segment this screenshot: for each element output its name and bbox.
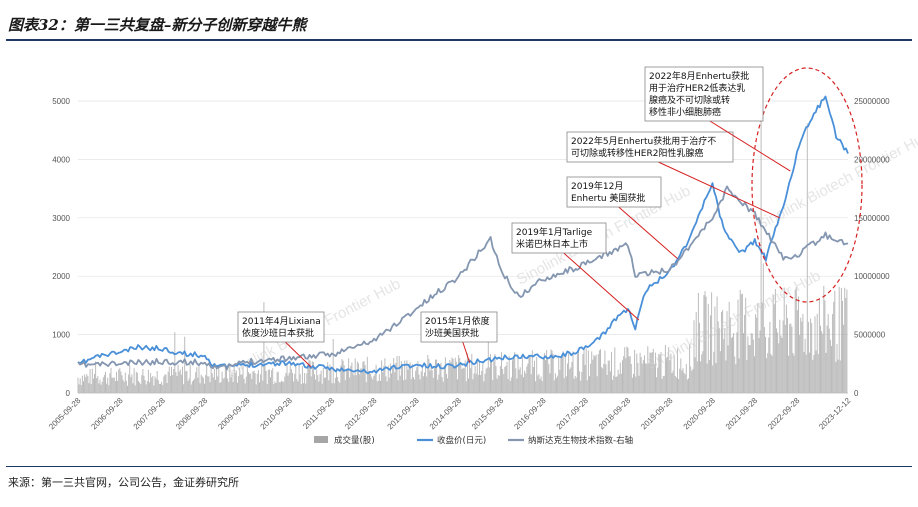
x-tick-label: 2017-09-28 <box>555 396 591 432</box>
left-tick-label: 4000 <box>52 155 70 164</box>
annotation-text: 2022年5月Enhertu获批用于治疗不 <box>571 135 716 147</box>
annotation-leader <box>462 341 471 363</box>
source-note: 来源：第一三共官网，公司公告，金证券研究所 <box>8 476 239 489</box>
x-tick-label: 2007-09-28 <box>132 396 168 432</box>
left-tick-label: 3000 <box>52 214 70 223</box>
annotation-text: 2019年12月 <box>571 180 623 192</box>
annotation-text: 用于治疗HER2低表达乳 <box>649 82 745 94</box>
left-tick-label: 1000 <box>52 331 70 340</box>
right-tick-label: 0 <box>854 389 859 398</box>
x-tick-label: 2008-09-28 <box>174 396 210 432</box>
x-tick-label: 2020-09-28 <box>682 396 718 432</box>
nasdaq-biotech-line <box>77 185 849 371</box>
right-tick-label: 25000000 <box>854 97 890 106</box>
annotation-box <box>237 311 325 343</box>
annotation-box <box>566 131 734 163</box>
annotation-leader <box>709 120 791 172</box>
annotation-text: 依度沙班日本获批 <box>242 327 314 339</box>
left-tick-label: 5000 <box>52 97 70 106</box>
annotation-text: 2011年4月Lixiana <box>242 315 321 327</box>
x-tick-label: 2011-09-28 <box>301 396 336 431</box>
annotation-box <box>420 311 498 343</box>
highlight-ellipse <box>751 67 863 303</box>
annotation-leader <box>618 206 678 260</box>
annotation-text: Enhertu 美国获批 <box>571 192 645 204</box>
left-tick-label: 2000 <box>52 272 70 281</box>
x-tick-label: 2021-09-28 <box>724 396 760 432</box>
annotation-box <box>644 66 764 122</box>
annotation-leader <box>284 341 312 368</box>
x-tick-label: 2014-09-28 <box>428 396 464 432</box>
chart-legend: 成交量(股) 收盘价(日元) 纳斯达克生物技术指数-右轴 <box>314 435 633 446</box>
x-tick-label: 2005-09-28 <box>47 396 83 432</box>
legend-label: 收盘价(日元) <box>437 435 486 446</box>
legend-label: 纳斯达克生物技术指数-右轴 <box>528 435 633 446</box>
annotation-text: 2015年1月依度 <box>425 315 490 327</box>
annotation-text: 2022年8月Enhertu获批 <box>649 70 749 82</box>
x-tick-label: 2019-09-28 <box>639 396 675 432</box>
x-tick-label: 2022-09-28 <box>766 396 802 432</box>
figure-title: 图表32：第一三共复盘–新分子创新穿越牛熊 <box>8 16 307 34</box>
x-tick-label: 2015-09-28 <box>470 396 506 432</box>
annotation-leader <box>658 161 780 219</box>
x-tick-label: 2018-09-28 <box>597 396 633 432</box>
annotation-text: 移性非小细胞肺癌 <box>649 106 721 118</box>
right-tick-label: 5000000 <box>854 331 886 340</box>
x-tick-label: 2009-09-28 <box>216 396 252 432</box>
legend-label: 成交量(股) <box>334 435 375 446</box>
annotation-text: 米诺巴林日本上市 <box>516 238 588 250</box>
left-tick-label: 0 <box>66 389 71 398</box>
annotation-leader <box>563 252 640 321</box>
x-tick-label: 2023-12-12 <box>817 396 853 432</box>
x-tick-label: 2012-09-28 <box>343 396 379 432</box>
x-tick-label: 2006-09-28 <box>89 396 125 432</box>
x-tick-label: 2010-09-28 <box>259 396 295 432</box>
closing-price-line <box>77 95 849 375</box>
annotation-box <box>511 222 607 254</box>
annotation-text: 沙班美国获批 <box>425 327 479 339</box>
source-rule <box>6 466 912 467</box>
right-tick-label: 10000000 <box>854 272 890 281</box>
right-tick-label: 20000000 <box>854 155 890 164</box>
right-tick-label: 15000000 <box>854 214 890 223</box>
series-lines <box>77 95 849 375</box>
x-tick-label: 2013-09-28 <box>386 396 422 432</box>
legend-swatch-volume <box>314 436 328 443</box>
annotation-text: 腺癌及不可切除或转 <box>649 94 730 106</box>
annotation-text: 2019年1月Tarlige <box>516 226 593 238</box>
annotation-box <box>566 176 662 208</box>
title-rule <box>6 39 912 41</box>
annotation-text: 可切除或转移性HER2阳性乳腺癌 <box>571 147 703 159</box>
x-tick-label: 2016-09-28 <box>512 396 548 432</box>
